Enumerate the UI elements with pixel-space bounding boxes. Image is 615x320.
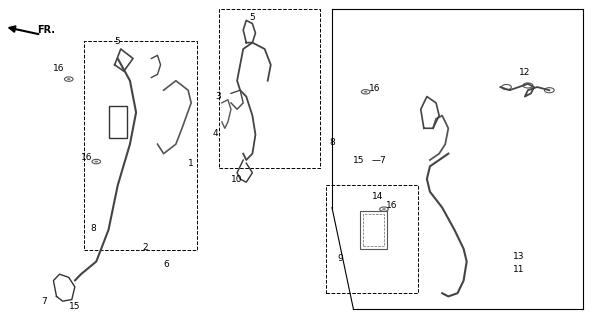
Text: 16: 16 — [386, 202, 397, 211]
Text: 5: 5 — [114, 36, 121, 45]
Text: 15: 15 — [354, 156, 365, 164]
Text: 8: 8 — [329, 138, 335, 147]
Text: 12: 12 — [518, 68, 530, 77]
Text: 8: 8 — [90, 224, 96, 233]
Circle shape — [67, 78, 71, 80]
Text: 9: 9 — [337, 254, 343, 263]
Text: 6: 6 — [164, 260, 169, 269]
Text: 4: 4 — [213, 129, 218, 138]
Circle shape — [382, 208, 386, 210]
Text: 3: 3 — [216, 92, 221, 101]
Circle shape — [364, 91, 368, 93]
Text: 13: 13 — [512, 252, 524, 261]
Text: 1: 1 — [188, 159, 194, 168]
Text: 16: 16 — [369, 84, 380, 93]
Text: —7: —7 — [372, 156, 387, 164]
Text: 7: 7 — [41, 297, 47, 306]
Text: 10: 10 — [231, 174, 242, 184]
Text: 15: 15 — [69, 302, 80, 311]
Text: 16: 16 — [81, 153, 92, 162]
Text: 14: 14 — [372, 192, 383, 201]
Text: 11: 11 — [512, 265, 524, 274]
Circle shape — [95, 161, 98, 163]
Text: 16: 16 — [54, 63, 65, 73]
Text: 5: 5 — [249, 13, 255, 22]
Text: 2: 2 — [142, 243, 148, 252]
Text: FR.: FR. — [37, 25, 55, 35]
